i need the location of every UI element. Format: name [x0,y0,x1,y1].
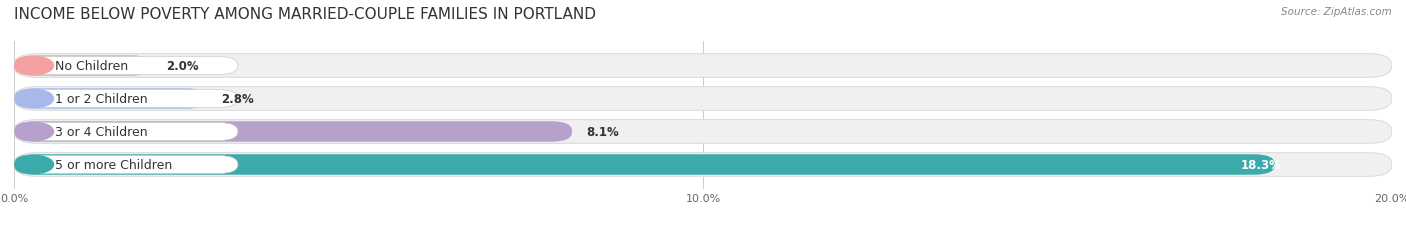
FancyBboxPatch shape [17,57,238,75]
FancyBboxPatch shape [14,89,207,109]
FancyBboxPatch shape [14,155,1275,175]
FancyBboxPatch shape [14,87,1392,111]
Circle shape [15,57,53,75]
Text: INCOME BELOW POVERTY AMONG MARRIED-COUPLE FAMILIES IN PORTLAND: INCOME BELOW POVERTY AMONG MARRIED-COUPL… [14,7,596,22]
FancyBboxPatch shape [17,90,238,108]
Text: 18.3%: 18.3% [1240,158,1281,171]
Text: 1 or 2 Children: 1 or 2 Children [55,93,148,106]
Text: 8.1%: 8.1% [586,125,619,138]
Circle shape [15,123,53,141]
Text: 2.0%: 2.0% [166,60,198,73]
FancyBboxPatch shape [14,153,1392,177]
Text: 3 or 4 Children: 3 or 4 Children [55,125,148,138]
Circle shape [15,156,53,174]
Text: 2.8%: 2.8% [221,93,253,106]
FancyBboxPatch shape [17,123,238,141]
FancyBboxPatch shape [14,122,572,142]
FancyBboxPatch shape [17,156,238,174]
FancyBboxPatch shape [14,56,152,76]
Text: 5 or more Children: 5 or more Children [55,158,173,171]
FancyBboxPatch shape [14,120,1392,144]
Text: No Children: No Children [55,60,128,73]
Circle shape [15,90,53,108]
FancyBboxPatch shape [14,54,1392,78]
Text: Source: ZipAtlas.com: Source: ZipAtlas.com [1281,7,1392,17]
